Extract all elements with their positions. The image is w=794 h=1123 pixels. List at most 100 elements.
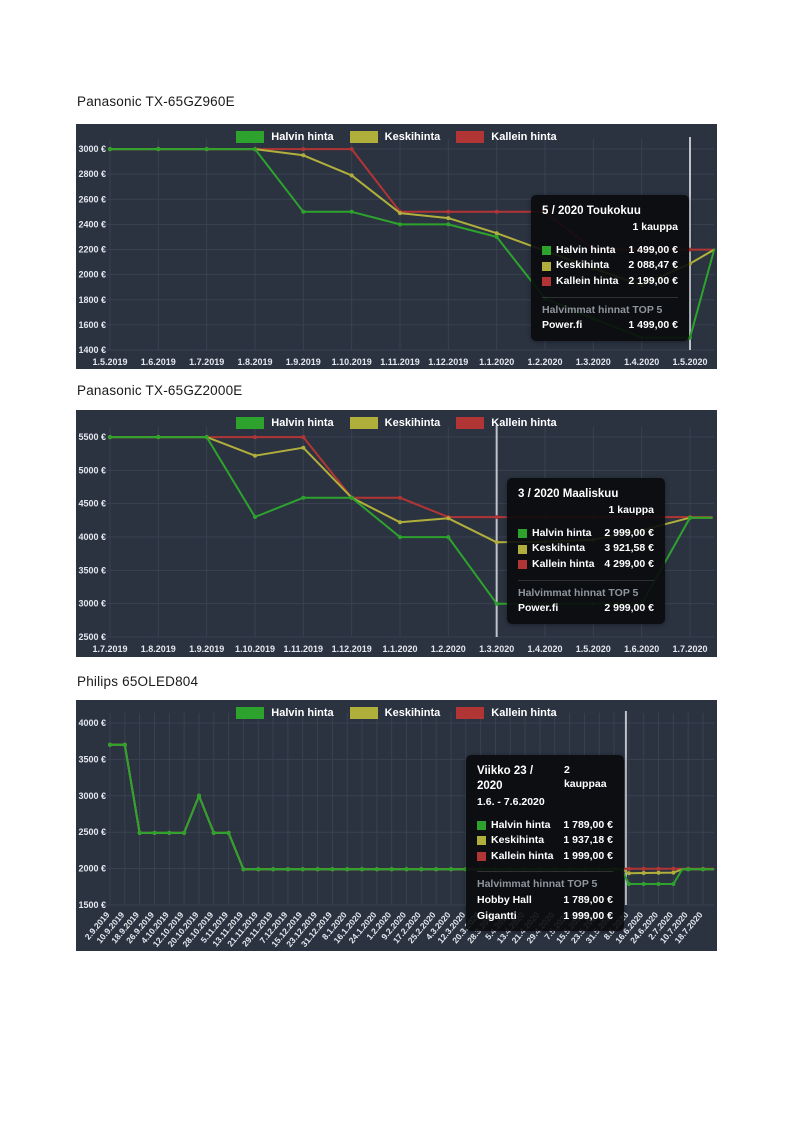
halvin-swatch-icon [542,245,551,255]
keski-swatch-icon [518,544,527,554]
chart-tooltip: 3 / 2020 Maaliskuu 1 kauppa Halvin hinta… [507,478,665,624]
legend-item-halvin: Halvin hinta [236,131,334,143]
tooltip-price-row: Kallein hinta 4 299,00 € [518,558,654,572]
tooltip-price-row: Halvin hinta 1 499,00 € [542,244,678,258]
svg-text:1800 €: 1800 € [78,295,106,305]
svg-text:1.10.2019: 1.10.2019 [332,357,372,367]
price-chart-panel-1: 3000 € 2800 € 2600 € 2400 € 2200 € 2000 € 1800… [76,124,717,369]
svg-text:1.2.2020: 1.2.2020 [527,357,562,367]
tooltip-top5-header: Halvimmat hinnat TOP 5 [518,579,654,601]
svg-text:1.3.2020: 1.3.2020 [479,644,514,654]
svg-text:3000 €: 3000 € [78,791,106,801]
chart-legend: Halvin hinta Keskihinta Kallein hinta [76,131,717,143]
tooltip-date-range: 1.6. - 7.6.2020 [477,795,545,808]
tooltip-top5-header: Halvimmat hinnat TOP 5 [477,871,613,892]
tooltip-shop-row: Hobby Hall 1 789,00 € [477,894,613,907]
kallein-swatch-icon [456,417,485,429]
tooltip-price-rows: Halvin hinta 1 789,00 € Keskihinta 1 937,1… [477,819,613,864]
svg-text:4000 €: 4000 € [78,532,106,542]
tooltip-trade-count: 2 kauppaa [563,764,607,790]
halvin-swatch-icon [477,820,486,830]
chart-legend: Halvin hinta Keskihinta Kallein hinta [76,707,717,719]
tooltip-price-row: Kallein hinta 2 199,00 € [542,275,678,289]
keski-swatch-icon [542,261,551,271]
svg-text:2500 €: 2500 € [78,632,106,642]
chart-tooltip: 5 / 2020 Toukokuu 1 kauppa Halvin hinta 1… [531,195,689,341]
svg-text:1.1.2020: 1.1.2020 [479,357,514,367]
legend-label: Halvin hinta [271,707,334,719]
legend-label: Keskihinta [384,417,441,429]
tooltip-price-row: Keskihinta 1 937,18 € [477,834,613,848]
keski-swatch-icon [349,707,378,719]
svg-text:1.5.2019: 1.5.2019 [92,357,127,367]
halvin-swatch-icon [236,131,265,143]
svg-text:1.9.2019: 1.9.2019 [189,644,224,654]
svg-text:1.6.2020: 1.6.2020 [624,644,659,654]
legend-item-kallein: Kallein hinta [456,131,557,143]
legend-item-keski: Keskihinta [349,131,441,143]
price-history-plot[interactable]: 3000 € 2800 € 2600 € 2400 € 2200 € 2000 € 1800… [76,124,717,369]
tooltip-title: Viikko 23 / 2020 [477,765,534,792]
kallein-swatch-icon [456,131,485,143]
axis-labels: 3000 € 2800 € 2600 € 2400 € 2200 € 2000 € 1800… [78,144,707,367]
svg-text:3500 €: 3500 € [78,754,106,764]
svg-text:4500 €: 4500 € [78,499,106,509]
svg-text:1.3.2020: 1.3.2020 [576,357,611,367]
svg-text:1.7.2019: 1.7.2019 [189,357,224,367]
legend-label: Kallein hinta [491,131,557,143]
svg-text:5000 €: 5000 € [78,465,106,475]
axis-labels: 5500 € 5000 € 4500 € 4000 € 3500 € 3000 € 2500… [78,432,707,654]
halvin-swatch-icon [518,528,527,538]
chart-tooltip: Viikko 23 / 2020 2 kauppaa 1.6. - 7.6.202… [466,755,624,932]
tooltip-shop-row: Gigantti 1 999,00 € [477,909,613,922]
legend-item-halvin: Halvin hinta [236,707,334,719]
kallein-swatch-icon [477,852,486,862]
chart-title: Panasonic TX-65GZ960E [77,94,235,109]
legend-label: Kallein hinta [491,417,557,429]
tooltip-top5-header: Halvimmat hinnat TOP 5 [542,296,678,318]
svg-text:1.11.2019: 1.11.2019 [380,357,420,367]
tooltip-trade-count: 1 kauppa [608,503,654,516]
svg-text:3000 €: 3000 € [78,144,106,154]
svg-text:1.10.2019: 1.10.2019 [235,644,275,654]
svg-text:2800 €: 2800 € [78,169,106,179]
svg-text:1.11.2019: 1.11.2019 [284,644,324,654]
svg-text:1.12.2019: 1.12.2019 [428,357,468,367]
keski-swatch-icon [349,417,378,429]
tooltip-header: Viikko 23 / 2020 2 kauppaa [477,764,613,794]
tooltip-title: 3 / 2020 Maaliskuu [518,488,619,500]
svg-text:5500 €: 5500 € [78,432,106,442]
svg-text:1.9.2019: 1.9.2019 [286,357,321,367]
svg-text:1.1.2020: 1.1.2020 [382,644,417,654]
tooltip-price-row: Keskihinta 3 921,58 € [518,542,654,556]
chart-title: Philips 65OLED804 [77,674,199,689]
keski-swatch-icon [477,836,486,846]
svg-text:2400 €: 2400 € [78,219,106,229]
svg-text:1.5.2020: 1.5.2020 [672,357,707,367]
chart-legend: Halvin hinta Keskihinta Kallein hinta [76,417,717,429]
kallein-swatch-icon [518,560,527,570]
price-chart-panel-2: 5500 € 5000 € 4500 € 4000 € 3500 € 3000 € 2500… [76,410,717,657]
svg-text:2000 €: 2000 € [78,270,106,280]
svg-text:1.6.2019: 1.6.2019 [141,357,176,367]
legend-item-keski: Keskihinta [349,417,441,429]
svg-text:2500 €: 2500 € [78,827,106,837]
tooltip-price-rows: Halvin hinta 1 499,00 € Keskihinta 2 088,4… [542,244,678,289]
tooltip-price-row: Halvin hinta 2 999,00 € [518,527,654,541]
svg-text:4000 €: 4000 € [78,718,106,728]
halvin-swatch-icon [236,417,265,429]
halvin-swatch-icon [236,707,265,719]
tooltip-trade-count: 1 kauppa [632,220,678,233]
svg-text:1500 €: 1500 € [78,900,106,910]
svg-text:1600 €: 1600 € [78,320,106,330]
svg-text:1.2.2020: 1.2.2020 [431,644,466,654]
legend-label: Keskihinta [384,131,441,143]
svg-text:1.7.2019: 1.7.2019 [92,644,127,654]
legend-item-kallein: Kallein hinta [456,707,557,719]
legend-label: Kallein hinta [491,707,557,719]
tooltip-price-row: Halvin hinta 1 789,00 € [477,819,613,833]
legend-item-halvin: Halvin hinta [236,417,334,429]
legend-item-keski: Keskihinta [349,707,440,719]
svg-text:2600 €: 2600 € [78,194,106,204]
